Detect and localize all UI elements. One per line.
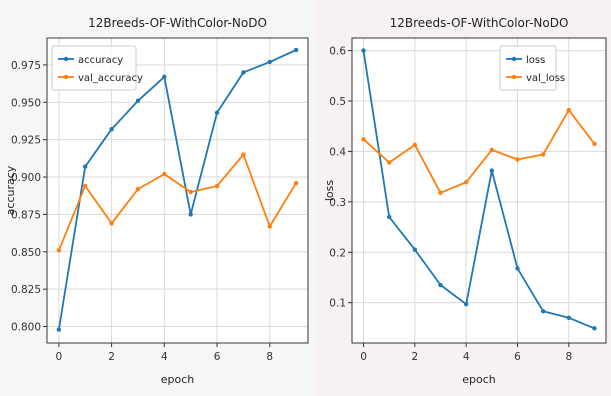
left-data-point <box>214 183 220 189</box>
right-plot-area <box>352 38 606 343</box>
right-data-point <box>412 247 418 252</box>
right-data-point <box>489 168 495 173</box>
left-legend-label: accuracy <box>78 55 123 66</box>
right-data-point <box>592 141 597 147</box>
right-xtick-label: 6 <box>514 351 521 363</box>
right-ytick-label: 0.2 <box>329 247 346 259</box>
right-data-point <box>489 147 495 153</box>
right-legend-label: val_loss <box>526 73 565 84</box>
left-xtick-label: 6 <box>214 351 221 363</box>
left-data-point <box>83 183 88 189</box>
left-axes-frame <box>46 37 309 344</box>
right-chart: 0.1 0.2 0.3 0.4 0.5 0.6 0 2 4 6 8 12Breeds-OF-WithC… <box>323 16 607 386</box>
left-xtick-label: 8 <box>266 351 273 363</box>
left-data-point <box>83 164 88 169</box>
left-ytick-label: 0.850 <box>11 247 41 259</box>
right-data-point <box>387 160 392 165</box>
right-ytick-label: 0.5 <box>329 96 346 108</box>
left-data-point <box>214 110 220 115</box>
left-legend-marker <box>63 56 69 62</box>
left-data-point <box>188 189 193 195</box>
left-data-point <box>267 224 272 229</box>
left-series-line-0 <box>58 49 297 330</box>
left-data-point <box>162 74 167 80</box>
right-data-point <box>463 179 469 185</box>
right-legend-label: loss <box>526 55 545 66</box>
right-legend: loss val_loss <box>499 45 565 91</box>
right-data-point <box>361 48 366 53</box>
left-ytick-label: 0.875 <box>11 209 41 221</box>
right-chart-title: 12Breeds-OF-WithColor-NoDO <box>390 16 569 30</box>
left-chart-title: 12Breeds-OF-WithColor-NoDO <box>88 16 267 30</box>
right-xtick-label: 2 <box>412 351 419 363</box>
left-ytick-label: 0.925 <box>11 135 41 147</box>
left-chart: 0.800 0.825 0.850 0.875 0.900 0.925 0.950 0.975… <box>4 16 309 386</box>
right-data-point <box>540 309 546 314</box>
right-data-point <box>540 152 546 157</box>
left-x-axis-label: epoch <box>161 373 195 386</box>
right-ytick-label: 0.1 <box>329 298 346 310</box>
left-y-axis-label: accuracy <box>4 165 17 215</box>
right-xtick-label: 0 <box>360 351 367 363</box>
left-legend: accuracy val_accuracy <box>51 45 143 91</box>
right-data-point <box>387 214 392 220</box>
right-data-point <box>438 282 443 288</box>
right-ytick-label: 0.6 <box>329 46 346 58</box>
left-xtick-label: 2 <box>108 351 115 363</box>
right-y-axis-label: loss <box>323 180 336 202</box>
left-data-point <box>109 127 114 132</box>
left-data-point <box>267 59 272 65</box>
left-ytick-label: 0.825 <box>11 284 41 296</box>
right-series-line-0 <box>362 50 595 330</box>
left-ytick-label: 0.900 <box>11 172 41 184</box>
left-legend-label: val_accuracy <box>78 73 143 84</box>
left-data-point <box>293 47 299 53</box>
right-data-point <box>515 266 520 271</box>
left-data-point <box>135 98 141 103</box>
left-data-point <box>162 171 167 177</box>
left-data-point <box>56 248 62 253</box>
left-xtick-label: 4 <box>161 351 168 363</box>
right-axes-frame <box>351 37 607 344</box>
right-data-point <box>592 326 597 331</box>
right-data-point <box>438 190 443 195</box>
left-legend-box <box>51 45 137 91</box>
left-series-line-1 <box>58 153 297 251</box>
left-xtick-label: 0 <box>56 351 63 363</box>
right-series-line-1 <box>362 109 596 194</box>
right-x-axis-label: epoch <box>462 373 496 386</box>
right-data-point <box>361 137 366 142</box>
left-ytick-label: 0.800 <box>11 322 41 334</box>
right-xtick-label: 4 <box>463 351 470 363</box>
right-data-point <box>412 142 418 148</box>
right-legend-marker <box>511 56 517 62</box>
left-legend-marker <box>63 74 69 80</box>
left-data-point <box>109 221 114 226</box>
left-data-point <box>56 327 62 332</box>
left-data-point <box>241 70 246 75</box>
left-data-point <box>241 152 246 157</box>
right-ytick-label: 0.4 <box>329 146 346 158</box>
right-data-point <box>515 157 520 162</box>
right-data-point <box>566 315 571 320</box>
left-data-point <box>188 212 193 217</box>
right-data-point <box>463 301 469 307</box>
left-ytick-label: 0.975 <box>11 60 41 72</box>
right-ytick-label: 0.3 <box>329 197 346 209</box>
left-ytick-label: 0.950 <box>11 97 41 109</box>
right-legend-marker <box>511 74 517 80</box>
right-data-point <box>566 107 571 113</box>
left-data-point <box>293 180 299 186</box>
left-data-point <box>135 186 141 192</box>
right-xtick-label: 8 <box>565 351 572 363</box>
